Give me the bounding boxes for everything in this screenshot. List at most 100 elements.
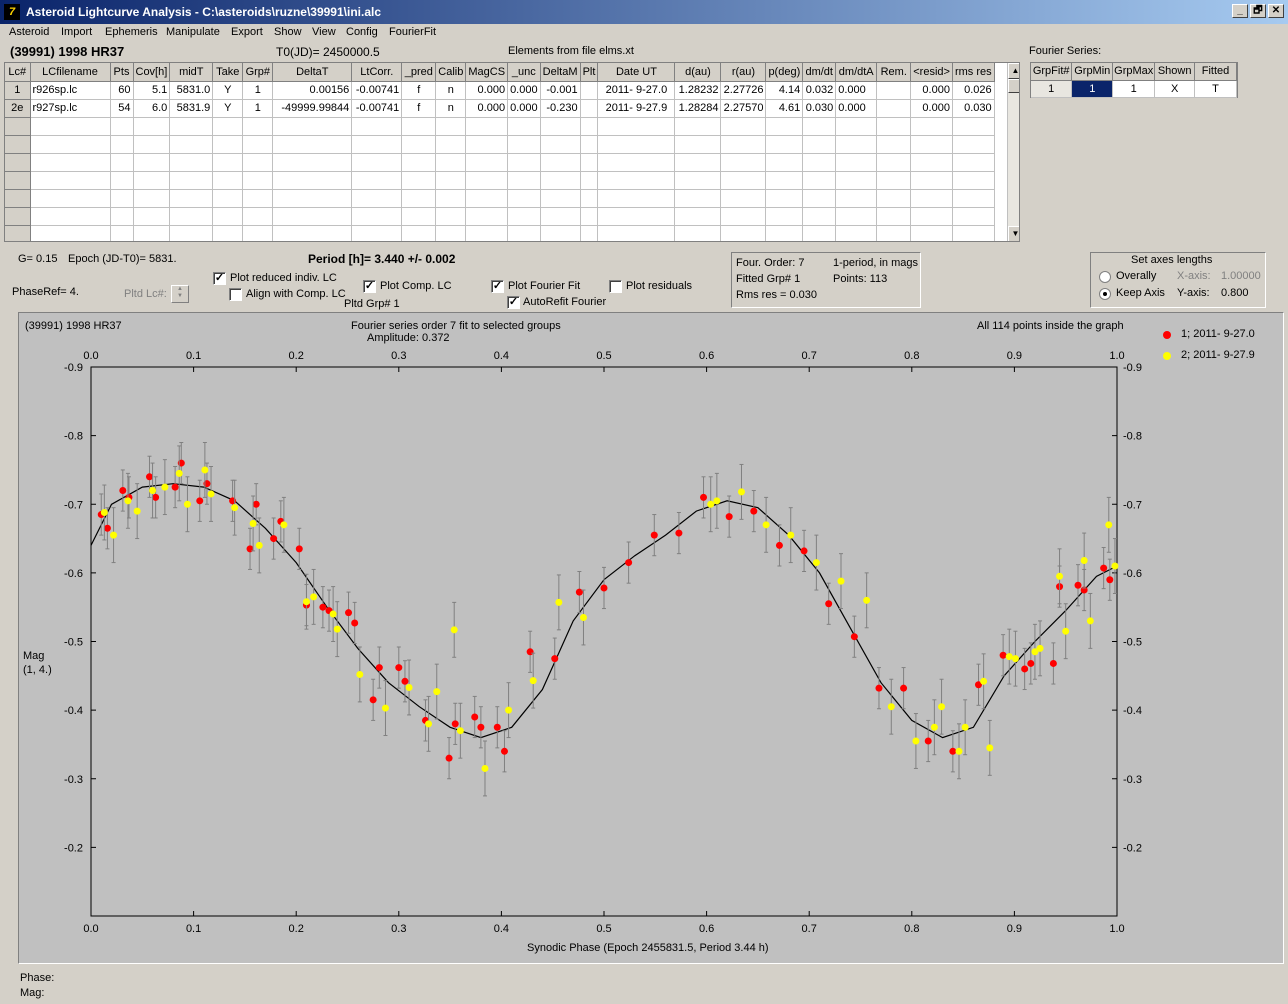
lightcurve-grid[interactable]: Lc# LCfilename Pts Cov[h] midT Take Grp#… bbox=[4, 62, 1020, 242]
table-cell[interactable]: 6.0 bbox=[133, 99, 171, 118]
table-cell[interactable]: r927sp.lc bbox=[30, 99, 111, 118]
col-header[interactable]: dm/dt bbox=[802, 63, 837, 82]
col-header[interactable]: _unc bbox=[507, 63, 541, 82]
table-cell[interactable]: Y bbox=[212, 81, 244, 100]
col-header[interactable]: p(deg) bbox=[765, 63, 804, 82]
table-cell[interactable]: -0.00741 bbox=[351, 81, 403, 100]
col-header[interactable]: GrpFit# bbox=[1031, 63, 1073, 81]
plot-reduced-checkbox[interactable]: ✓ bbox=[213, 272, 226, 285]
minimize-button[interactable]: _ bbox=[1232, 4, 1248, 18]
table-cell[interactable]: Y bbox=[212, 99, 244, 118]
col-header[interactable]: Take bbox=[212, 63, 244, 82]
col-header[interactable]: Cov[h] bbox=[133, 63, 171, 82]
table-cell[interactable]: 0.000 bbox=[507, 81, 541, 100]
table-cell[interactable]: -0.230 bbox=[540, 99, 581, 118]
app-logo-icon[interactable]: 7 bbox=[4, 4, 20, 20]
autorefit-checkbox[interactable]: ✓ bbox=[507, 296, 520, 309]
menu-view[interactable]: View bbox=[312, 26, 336, 38]
keep-axis-radio[interactable] bbox=[1099, 288, 1111, 300]
row-header[interactable] bbox=[5, 135, 31, 154]
col-header[interactable]: midT bbox=[169, 63, 214, 82]
row-header[interactable] bbox=[5, 189, 31, 208]
y-axis-value[interactable]: 0.800 bbox=[1221, 287, 1249, 299]
col-header[interactable]: Fitted bbox=[1194, 63, 1237, 81]
col-header[interactable]: LtCorr. bbox=[351, 63, 403, 82]
col-header[interactable]: LCfilename bbox=[30, 63, 111, 82]
col-header[interactable]: GrpMin bbox=[1071, 63, 1114, 81]
col-header[interactable]: Rem. bbox=[876, 63, 912, 82]
table-cell[interactable]: 0.000 bbox=[910, 99, 953, 118]
table-cell[interactable]: 0.000 bbox=[507, 99, 541, 118]
table-cell[interactable]: 2.27726 bbox=[720, 81, 767, 100]
menu-asteroid[interactable]: Asteroid bbox=[9, 26, 50, 38]
restore-button[interactable]: 🗗 bbox=[1250, 4, 1266, 18]
scroll-thumb[interactable] bbox=[1008, 79, 1019, 93]
table-cell[interactable]: 1.28232 bbox=[674, 81, 722, 100]
table-cell[interactable]: 2011- 9-27.0 bbox=[597, 81, 676, 100]
pltd-lc-spinner[interactable]: ▲ ▼ bbox=[171, 285, 189, 303]
table-cell[interactable]: 5831.9 bbox=[169, 99, 214, 118]
table-cell[interactable]: X bbox=[1154, 80, 1196, 98]
table-row-empty[interactable] bbox=[5, 225, 995, 241]
table-cell[interactable]: 0.000 bbox=[835, 81, 878, 100]
row-header[interactable] bbox=[5, 225, 31, 241]
table-cell[interactable] bbox=[580, 81, 599, 100]
row-header[interactable] bbox=[5, 171, 31, 190]
table-row[interactable]: 1 1 1 X T bbox=[1031, 80, 1237, 98]
col-header[interactable]: Date UT bbox=[597, 63, 676, 82]
table-cell[interactable] bbox=[580, 99, 599, 118]
col-header[interactable]: Pts bbox=[110, 63, 134, 82]
table-cell[interactable]: -0.001 bbox=[540, 81, 581, 100]
menu-export[interactable]: Export bbox=[231, 26, 263, 38]
row-header[interactable] bbox=[5, 207, 31, 226]
overally-radio[interactable] bbox=[1099, 271, 1111, 283]
col-header[interactable]: Grp# bbox=[242, 63, 274, 82]
menu-ephemeris[interactable]: Ephemeris bbox=[105, 26, 158, 38]
table-cell[interactable]: -0.00741 bbox=[351, 99, 403, 118]
col-header[interactable]: Shown bbox=[1154, 63, 1196, 81]
col-header[interactable]: _pred bbox=[401, 63, 437, 82]
table-cell[interactable]: n bbox=[435, 99, 467, 118]
table-cell[interactable]: r926sp.lc bbox=[30, 81, 111, 100]
table-cell[interactable]: f bbox=[401, 81, 437, 100]
col-header[interactable]: r(au) bbox=[720, 63, 767, 82]
col-header[interactable]: dm/dtA bbox=[835, 63, 878, 82]
table-row-empty[interactable] bbox=[5, 153, 995, 172]
table-cell[interactable]: 0.000 bbox=[465, 81, 509, 100]
menu-fourierfit[interactable]: FourierFit bbox=[389, 26, 437, 38]
table-cell[interactable]: f bbox=[401, 99, 437, 118]
row-header[interactable]: 2e bbox=[5, 99, 31, 118]
table-row[interactable]: 1 r926sp.lc 60 5.1 5831.0 Y 1 0.00156 -0… bbox=[5, 81, 995, 100]
table-cell[interactable]: T bbox=[1194, 80, 1237, 98]
table-cell-selected[interactable]: 1 bbox=[1071, 80, 1114, 98]
menu-import[interactable]: Import bbox=[61, 26, 93, 38]
lightcurve-plot-panel[interactable]: (39991) 1998 HR37 Fourier series order 7… bbox=[18, 312, 1284, 964]
table-cell[interactable]: 60 bbox=[110, 81, 134, 100]
col-header[interactable]: <resid> bbox=[910, 63, 953, 82]
table-cell[interactable]: 1 bbox=[242, 99, 274, 118]
table-cell[interactable]: 5831.0 bbox=[169, 81, 214, 100]
scroll-up-icon[interactable]: ▲ bbox=[1008, 63, 1019, 79]
x-axis-value[interactable]: 1.00000 bbox=[1221, 270, 1261, 282]
table-row-empty[interactable] bbox=[5, 207, 995, 226]
table-row-empty[interactable] bbox=[5, 117, 995, 136]
col-header[interactable]: d(au) bbox=[674, 63, 722, 82]
table-cell[interactable] bbox=[876, 81, 912, 100]
row-header[interactable] bbox=[5, 117, 31, 136]
table-cell[interactable]: 1 bbox=[1031, 80, 1073, 98]
scroll-down-icon[interactable]: ▼ bbox=[1008, 226, 1019, 241]
col-header[interactable]: DeltaT bbox=[272, 63, 353, 82]
col-header[interactable]: Lc# bbox=[5, 63, 31, 82]
close-button[interactable]: ✕ bbox=[1268, 4, 1284, 18]
table-row[interactable]: 2e r927sp.lc 54 6.0 5831.9 Y 1 -49999.99… bbox=[5, 99, 995, 118]
col-header[interactable]: rms res bbox=[952, 63, 995, 82]
col-header[interactable]: Plt bbox=[580, 63, 599, 82]
table-cell[interactable]: n bbox=[435, 81, 467, 100]
table-cell[interactable]: 0.000 bbox=[465, 99, 509, 118]
row-header[interactable] bbox=[5, 153, 31, 172]
table-cell[interactable]: 54 bbox=[110, 99, 134, 118]
col-header[interactable]: GrpMax bbox=[1112, 63, 1156, 81]
table-cell[interactable]: -49999.99844 bbox=[272, 99, 353, 118]
table-cell[interactable]: 0.026 bbox=[952, 81, 995, 100]
table-cell[interactable]: 1 bbox=[242, 81, 274, 100]
